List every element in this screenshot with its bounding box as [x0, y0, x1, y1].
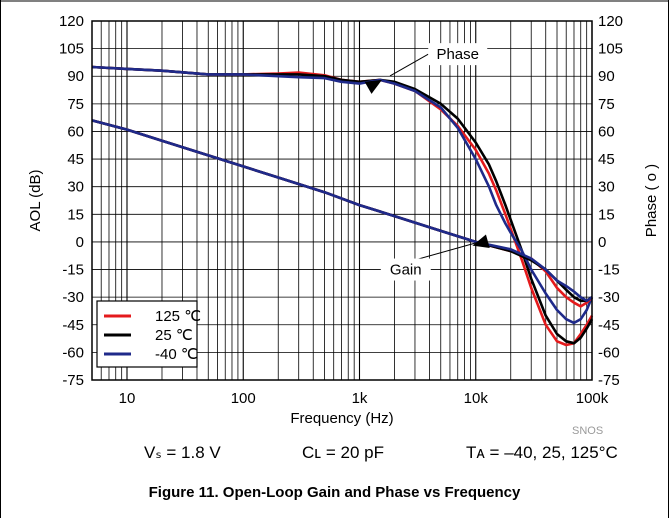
y2-tick-label: -45	[598, 317, 620, 334]
series-lines	[91, 65, 594, 347]
tick-labels: -75 -75 -60 -60 -45 -45 -30 -30 -15 -15 0 0 15 15 30 30…	[59, 13, 623, 407]
y2-tick-label: 75	[598, 96, 615, 113]
y2-tick-label: -60	[598, 344, 620, 361]
annotation-text: Gain	[390, 262, 422, 279]
y-tick-label: 45	[67, 151, 84, 168]
y-tick-label: 105	[59, 41, 84, 58]
y-tick-label: 75	[67, 96, 84, 113]
annotation-text: Phase	[436, 46, 479, 63]
y-tick-label: 120	[59, 13, 84, 30]
annotation-leader	[389, 53, 429, 77]
x-tick-label: 10	[119, 390, 136, 407]
figure-caption: Figure 11. Open-Loop Gain and Phase vs F…	[148, 484, 521, 501]
x-tick-label: 1k	[352, 390, 368, 407]
watermark-text: SNOS	[572, 425, 603, 437]
y2-tick-label: 90	[598, 68, 615, 85]
annotation-arrowhead	[472, 234, 490, 249]
y2-tick-label: 60	[598, 123, 615, 140]
annotations: Phase Gain	[364, 43, 490, 281]
series-line-gain	[91, 119, 593, 303]
y2-tick-label: 15	[598, 206, 615, 223]
x-tick-label: 100k	[576, 390, 609, 407]
y-axis-label: AOL (dB)	[27, 170, 44, 232]
y-tick-label: 0	[76, 234, 84, 251]
y-tick-label: -15	[62, 262, 84, 279]
y2-tick-label: 120	[598, 13, 623, 30]
x-tick-label: 10k	[464, 390, 489, 407]
x-axis-label: Frequency (Hz)	[290, 410, 393, 427]
x-tick-label: 100	[231, 390, 256, 407]
series-line-gain	[91, 119, 593, 308]
y2-tick-label: -75	[598, 372, 620, 389]
annotation: Gain	[380, 234, 490, 281]
series-line-gain	[91, 119, 593, 303]
y2-axis-label: Phase ( o )	[643, 164, 660, 237]
plot-area-border	[91, 20, 593, 381]
supply-voltage-condition: Vₛ = 1.8 V	[144, 443, 221, 462]
y-tick-label: -75	[62, 372, 84, 389]
annotation-box	[428, 43, 488, 66]
y2-tick-label: -15	[598, 262, 620, 279]
temperature-condition: Tᴀ = –40, 25, 125°C	[466, 443, 618, 462]
y-tick-label: -45	[62, 317, 84, 334]
y2-tick-label: 30	[598, 179, 615, 196]
annotation-arrowhead	[364, 79, 382, 94]
grid	[91, 20, 593, 381]
y2-tick-label: 45	[598, 151, 615, 168]
y-tick-label: 30	[67, 179, 84, 196]
y2-tick-label: 0	[598, 234, 606, 251]
legend-label: 125 ℃	[155, 308, 201, 325]
y2-tick-label: 105	[598, 41, 623, 58]
y-tick-label: -30	[62, 289, 84, 306]
annotation-box	[380, 258, 431, 281]
legend: 125 ℃ 25 ℃ -40 ℃	[96, 300, 201, 368]
load-capacitance-condition: Cʟ = 20 pF	[302, 443, 384, 462]
series-line-phase	[91, 65, 594, 325]
legend-label: 25 ℃	[155, 327, 193, 344]
y-tick-label: 60	[67, 123, 84, 140]
y2-tick-label: -30	[598, 289, 620, 306]
annotation: Phase	[364, 43, 488, 94]
y-tick-label: 90	[67, 68, 84, 85]
y-tick-label: 15	[67, 206, 84, 223]
y-tick-label: -60	[62, 344, 84, 361]
legend-label: -40 ℃	[155, 346, 198, 363]
